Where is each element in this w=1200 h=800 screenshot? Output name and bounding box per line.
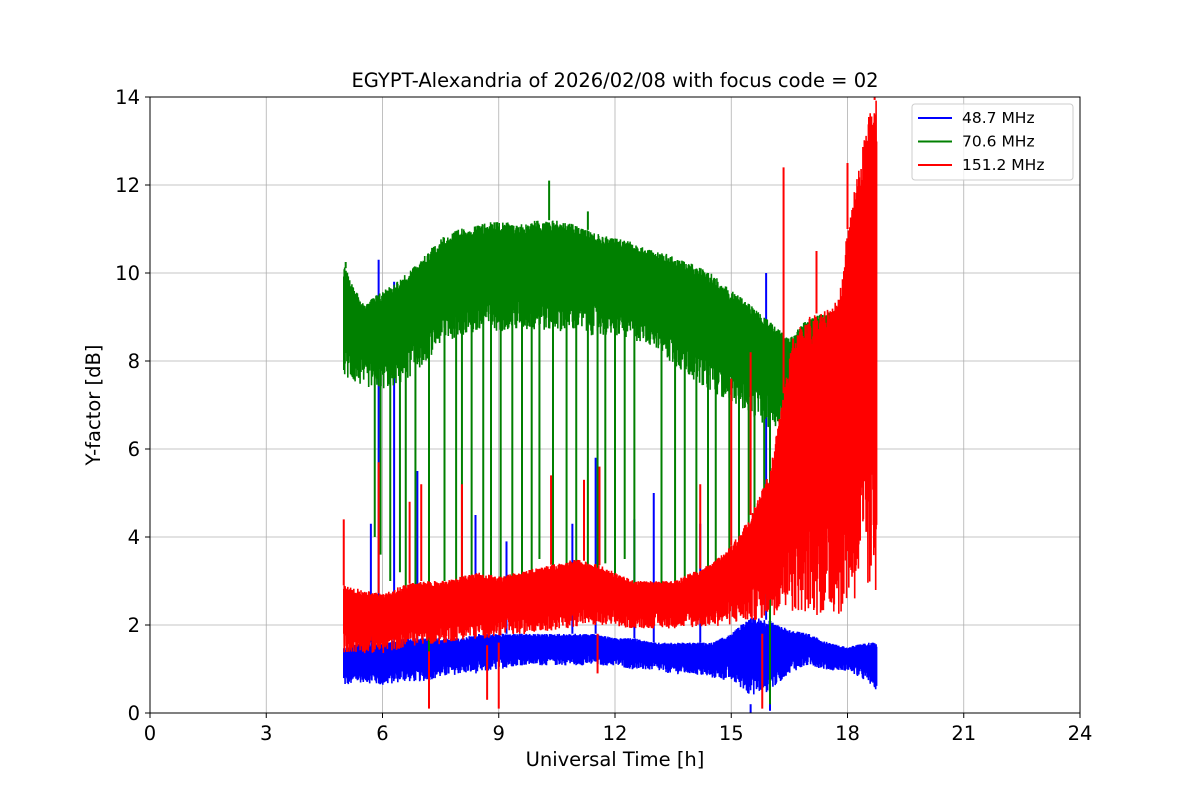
legend: 48.7 MHz 70.6 MHz 151.2 MHz (911, 103, 1074, 181)
y-tick-label: 0 (128, 702, 140, 725)
x-tick-label: 18 (835, 722, 860, 745)
x-tick-label: 24 (1068, 722, 1093, 745)
legend-label: 151.2 MHz (962, 156, 1044, 174)
data-layer (342, 97, 878, 713)
series-trace (343, 617, 878, 695)
y-tick-label: 10 (115, 262, 140, 285)
x-tick-label: 9 (493, 722, 505, 745)
chart-title: EGYPT-Alexandria of 2026/02/08 with focu… (351, 69, 878, 92)
y-tick-label: 12 (115, 174, 140, 197)
y-tick-label: 2 (128, 614, 140, 637)
legend-box (911, 103, 1074, 181)
x-tick-label: 0 (144, 722, 156, 745)
x-tick-label: 15 (719, 722, 744, 745)
x-tick-label: 12 (603, 722, 628, 745)
y-tick-label: 4 (128, 526, 140, 549)
legend-items: 48.7 MHz 70.6 MHz 151.2 MHz (918, 109, 1044, 174)
x-tick-label: 3 (260, 722, 272, 745)
y-tick-label: 6 (128, 438, 140, 461)
x-tick-label: 6 (376, 722, 388, 745)
y-axis-label: Y-factor [dB] (82, 345, 105, 467)
x-tick-label: 21 (951, 722, 976, 745)
legend-label: 48.7 MHz (962, 109, 1035, 127)
series-trace (343, 100, 878, 654)
series-2 (342, 97, 878, 709)
y-tick-label: 8 (128, 350, 140, 373)
legend-label: 70.6 MHz (962, 133, 1035, 151)
y-tick-label: 14 (115, 86, 140, 109)
x-axis-label: Universal Time [h] (526, 748, 705, 771)
